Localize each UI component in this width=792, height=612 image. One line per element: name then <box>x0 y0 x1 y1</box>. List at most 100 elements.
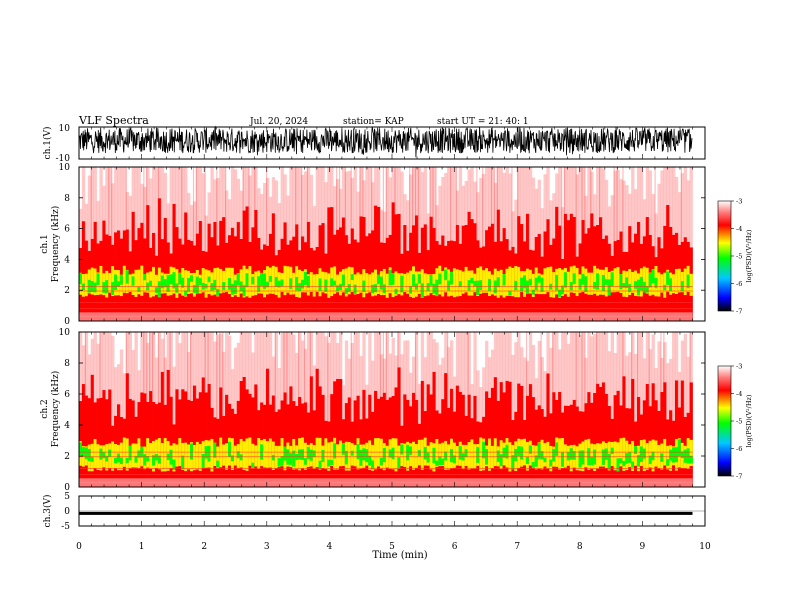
spectrogram-cell <box>239 438 243 468</box>
spectrogram-cell <box>198 221 203 321</box>
spectrogram-cell <box>166 332 170 370</box>
ch2-spectrogram-ytick-label: 0 <box>64 483 70 493</box>
spectrogram-cell <box>566 452 571 461</box>
spectrogram-cell <box>540 332 542 410</box>
spectrogram-cell <box>166 203 170 243</box>
spectrogram-cell <box>204 167 206 252</box>
spectrogram-cell <box>286 266 290 293</box>
spectrogram-cell <box>356 332 360 396</box>
spectrogram-cell <box>581 332 583 412</box>
x-tick-label: 1 <box>139 542 145 552</box>
spectrogram-cell <box>575 167 577 257</box>
spectrogram-cell <box>315 332 319 369</box>
spectrogram-cell <box>298 332 300 397</box>
spectrogram-cell <box>414 332 417 400</box>
spectrogram-cell <box>391 447 395 460</box>
spectrogram-cell <box>394 288 398 295</box>
spectrogram-cell <box>686 180 690 242</box>
spectrogram-cell <box>435 279 439 296</box>
spectrogram-cell <box>403 224 407 321</box>
spectrogram-cell <box>339 379 343 487</box>
spectrogram-cell <box>143 186 147 239</box>
spectrogram-cell <box>388 449 392 458</box>
spectrogram-cell <box>581 450 585 465</box>
spectrogram-cell <box>149 391 153 487</box>
spectrogram-cell <box>502 447 506 458</box>
spectrogram-cell <box>140 183 144 223</box>
spectrogram-cell <box>450 167 454 241</box>
spectrogram-cell <box>87 398 92 487</box>
spectrogram-cell <box>645 332 650 384</box>
spectrogram-cell <box>271 395 276 487</box>
spectrogram-cell <box>569 332 574 405</box>
spectrogram-cell <box>374 438 378 470</box>
spectrogram-cell <box>350 332 352 422</box>
spectrogram-cell <box>403 394 407 487</box>
spectrogram-cell <box>324 336 328 421</box>
spectrogram-cell <box>660 391 664 487</box>
spectrogram-cell <box>490 167 495 224</box>
spectrogram-cell <box>394 438 398 472</box>
ch2-spectrogram-ytick-label: 8 <box>64 359 70 369</box>
x-tick-label: 10 <box>699 542 711 552</box>
spectrogram-cell <box>639 332 644 415</box>
time-axis-ticks: 0 1 2 3 4 5 6 7 8 9 10 <box>76 127 711 552</box>
spectrogram-cell <box>236 273 241 286</box>
spectrogram-cell <box>397 213 401 321</box>
spectrogram-columns <box>79 167 693 321</box>
ch2-colorbar-tick-label: -5 <box>736 418 742 426</box>
spectrogram-cell <box>420 439 425 470</box>
spectrogram-cell <box>403 194 407 225</box>
spectrogram-cell <box>593 194 597 227</box>
spectrogram-cell <box>245 332 249 390</box>
spectrogram-cell <box>382 447 387 463</box>
spectrogram-cell <box>242 167 244 211</box>
spectrogram-cell <box>330 332 334 395</box>
spectrogram-cell <box>634 281 638 289</box>
spectrogram-cell <box>499 269 503 296</box>
spectrogram-cell <box>336 167 338 230</box>
ch2-spectrogram-ylabel-frequency: Frequency (kHz) <box>50 371 61 448</box>
spectrogram-cell <box>575 332 579 407</box>
spectrogram-cell <box>233 169 238 237</box>
spectrogram-cell <box>254 445 258 467</box>
spectrogram-cell <box>289 332 293 387</box>
spectrogram-cell <box>485 391 489 487</box>
spectrogram-cell <box>651 269 655 283</box>
x-tick-label: 7 <box>514 542 520 552</box>
spectrogram-cell <box>599 386 603 487</box>
spectrogram-cell <box>523 275 527 289</box>
spectrogram-cell <box>108 332 112 390</box>
spectrogram-cell <box>204 215 208 252</box>
spectrogram-cell <box>283 332 287 393</box>
spectrogram-cell <box>195 332 200 399</box>
spectrogram-cell <box>417 450 422 457</box>
spectrogram-cell <box>84 395 89 487</box>
spectrogram-cell <box>628 352 632 409</box>
ch1-spectrogram-ytick-label: 2 <box>64 286 70 296</box>
spectrogram-cell <box>303 348 308 403</box>
spectrogram-cell <box>280 456 284 466</box>
spectrogram-cell <box>634 353 638 422</box>
spectrogram-cell <box>657 183 661 238</box>
spectrogram-cell <box>561 167 563 259</box>
spectrogram-cell <box>265 368 270 487</box>
x-tick-label: 0 <box>76 542 82 552</box>
spectrogram-cell <box>219 387 223 487</box>
spectrogram-cell <box>648 170 652 235</box>
spectrogram-cell <box>327 273 331 298</box>
spectrogram-cell <box>590 456 594 466</box>
spectrogram-cell <box>207 383 211 487</box>
spectrogram-cell <box>561 285 565 295</box>
spectrogram-cell <box>639 276 644 291</box>
spectrogram-cell <box>309 332 311 377</box>
spectrogram-cell <box>473 181 477 224</box>
spectrogram-cell <box>157 332 162 403</box>
spectrogram-cell <box>154 287 159 293</box>
spectrogram-cell <box>315 368 319 487</box>
spectrogram-cell <box>309 376 314 487</box>
spectrogram-cell <box>566 220 571 321</box>
ch1-colorbar: -3 -4 -5 -6 -7 log(PSD)(V²/Hz) <box>717 198 753 316</box>
spectrogram-cell <box>99 167 103 241</box>
spectrogram-cell <box>365 384 369 419</box>
